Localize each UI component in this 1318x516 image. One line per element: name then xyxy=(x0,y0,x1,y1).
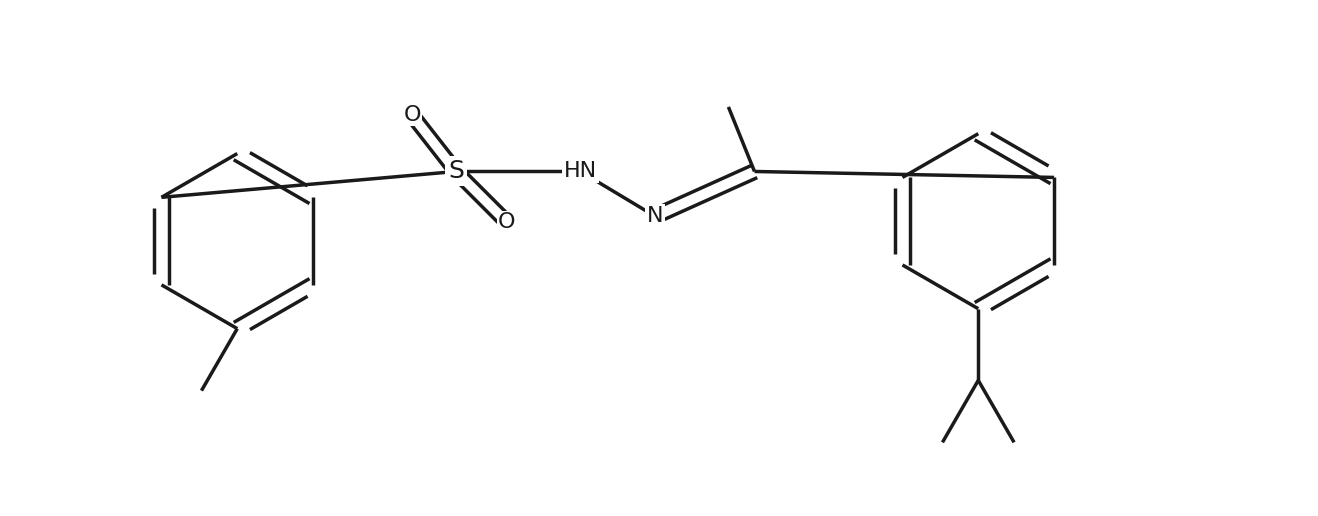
Text: O: O xyxy=(498,212,515,232)
Text: N: N xyxy=(647,206,663,226)
Text: O: O xyxy=(403,105,420,125)
Text: S: S xyxy=(448,159,464,184)
Text: HN: HN xyxy=(564,162,597,182)
